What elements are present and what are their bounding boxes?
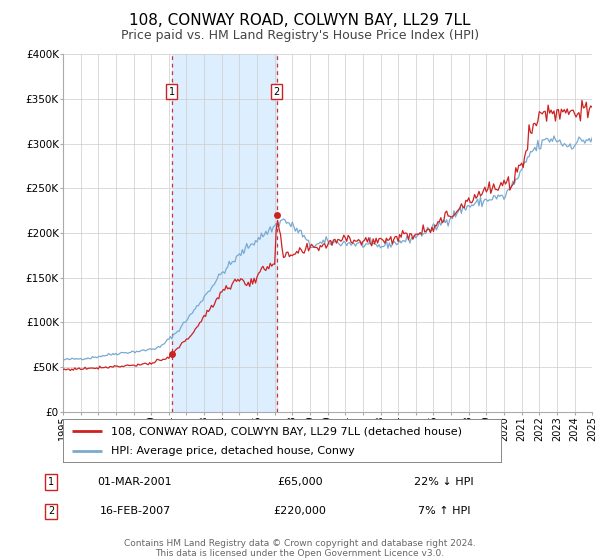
Text: 108, CONWAY ROAD, COLWYN BAY, LL29 7LL (detached house): 108, CONWAY ROAD, COLWYN BAY, LL29 7LL (… — [111, 426, 462, 436]
Text: 01-MAR-2001: 01-MAR-2001 — [98, 477, 172, 487]
Text: 108, CONWAY ROAD, COLWYN BAY, LL29 7LL: 108, CONWAY ROAD, COLWYN BAY, LL29 7LL — [129, 13, 471, 28]
Text: This data is licensed under the Open Government Licence v3.0.: This data is licensed under the Open Gov… — [155, 549, 445, 558]
Text: Price paid vs. HM Land Registry's House Price Index (HPI): Price paid vs. HM Land Registry's House … — [121, 29, 479, 42]
Text: HPI: Average price, detached house, Conwy: HPI: Average price, detached house, Conw… — [111, 446, 355, 456]
Text: 1: 1 — [169, 87, 175, 97]
Text: 2: 2 — [274, 87, 280, 97]
Text: 22% ↓ HPI: 22% ↓ HPI — [414, 477, 474, 487]
Text: £65,000: £65,000 — [277, 477, 323, 487]
Text: 1: 1 — [48, 477, 54, 487]
Text: 7% ↑ HPI: 7% ↑ HPI — [418, 506, 470, 516]
Bar — [172, 54, 277, 412]
Text: Contains HM Land Registry data © Crown copyright and database right 2024.: Contains HM Land Registry data © Crown c… — [124, 539, 476, 548]
Text: £220,000: £220,000 — [274, 506, 326, 516]
Text: 2: 2 — [48, 506, 54, 516]
Text: 16-FEB-2007: 16-FEB-2007 — [100, 506, 170, 516]
